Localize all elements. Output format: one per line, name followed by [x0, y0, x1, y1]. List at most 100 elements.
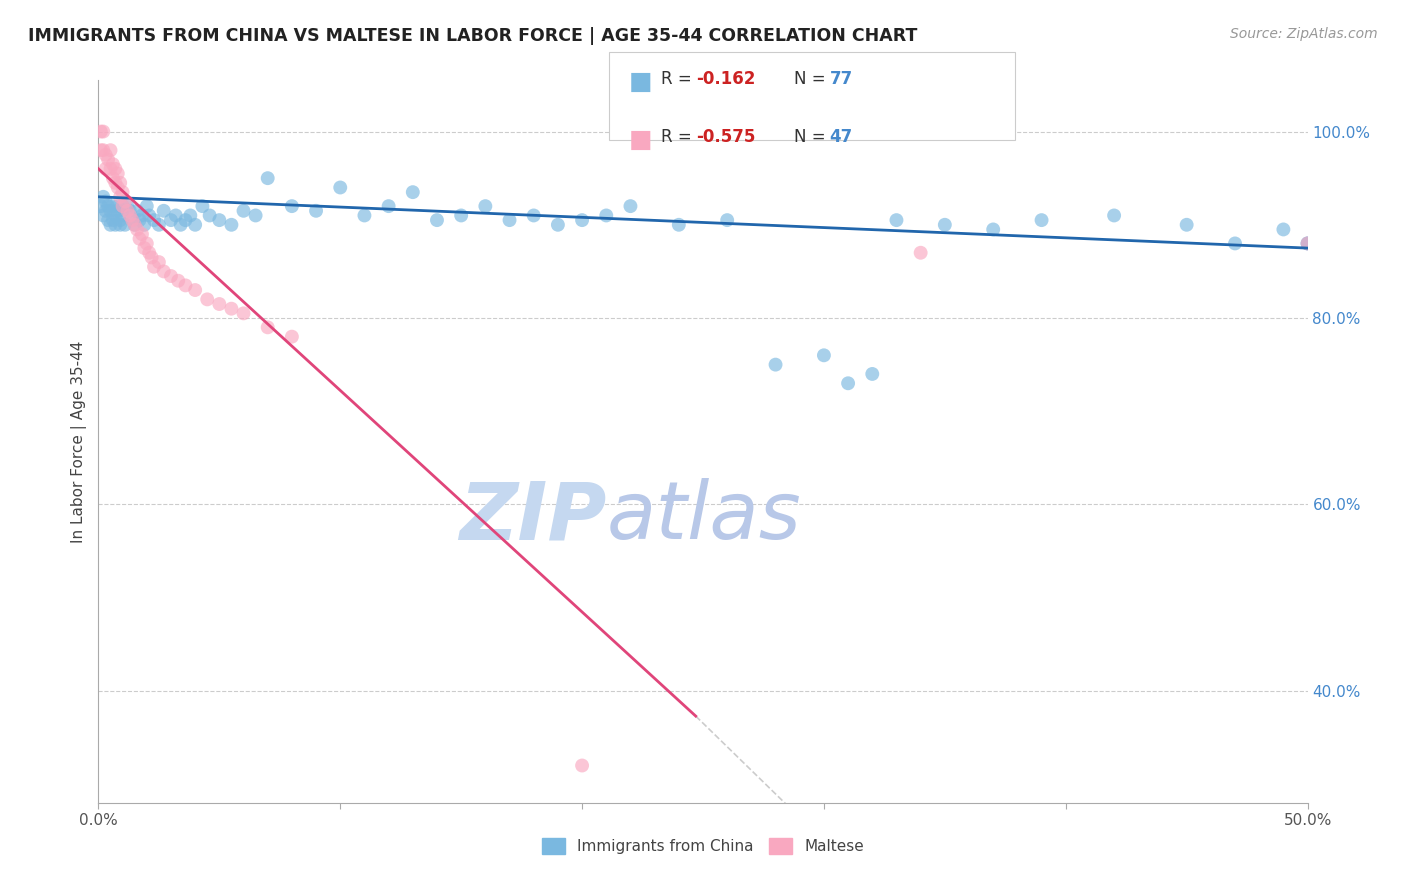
Point [160, 268, 183, 283]
Point [108, 190, 131, 204]
Point [765, 358, 787, 372]
Point [377, 199, 399, 213]
Text: IMMIGRANTS FROM CHINA VS MALTESE IN LABOR FORCE | AGE 35-44 CORRELATION CHART: IMMIGRANTS FROM CHINA VS MALTESE IN LABO… [28, 27, 918, 45]
Point [131, 209, 153, 223]
Point [97, 199, 120, 213]
Point [232, 203, 254, 218]
Point [127, 203, 149, 218]
Point [118, 203, 141, 218]
Point [329, 180, 352, 194]
Point [232, 306, 254, 320]
Point [1223, 236, 1246, 251]
Point [426, 213, 449, 227]
Point [353, 209, 375, 223]
Point [595, 209, 617, 223]
Text: -0.162: -0.162 [696, 70, 755, 87]
Point [143, 213, 166, 227]
Point [256, 320, 278, 334]
Point [107, 199, 129, 213]
Point [148, 255, 170, 269]
Point [134, 241, 156, 255]
Text: N =: N = [794, 128, 831, 145]
Point [813, 348, 835, 362]
Point [174, 278, 197, 293]
Point [131, 227, 153, 241]
Text: 77: 77 [830, 70, 853, 87]
Point [165, 209, 187, 223]
Point [1296, 236, 1319, 251]
Point [402, 185, 425, 199]
Point [135, 199, 157, 213]
Point [191, 199, 214, 213]
Legend: Immigrants from China, Maltese: Immigrants from China, Maltese [536, 832, 870, 860]
Point [184, 218, 207, 232]
Point [981, 222, 1004, 236]
Point [94, 194, 117, 209]
Point [91, 124, 114, 138]
Point [195, 293, 218, 307]
Point [256, 171, 278, 186]
Text: ■: ■ [628, 70, 652, 94]
Point [124, 218, 146, 232]
Point [221, 301, 243, 316]
Point [101, 171, 124, 186]
Point [245, 209, 267, 223]
Point [121, 213, 143, 227]
Y-axis label: In Labor Force | Age 35-44: In Labor Force | Age 35-44 [72, 341, 87, 542]
Point [571, 758, 593, 772]
Point [1272, 222, 1295, 236]
Point [619, 199, 641, 213]
Point [1175, 218, 1198, 232]
Point [90, 199, 112, 213]
Text: 47: 47 [830, 128, 853, 145]
Point [474, 199, 496, 213]
Point [141, 251, 163, 265]
Point [108, 213, 131, 227]
Point [108, 218, 131, 232]
Point [90, 124, 112, 138]
Point [1296, 236, 1319, 251]
Point [860, 367, 883, 381]
Point [221, 218, 243, 232]
Point [107, 167, 129, 181]
Point [152, 203, 174, 218]
Point [523, 209, 546, 223]
Text: -0.575: -0.575 [696, 128, 755, 145]
Text: ■: ■ [628, 128, 652, 152]
Point [134, 218, 156, 232]
Point [114, 218, 136, 232]
Point [97, 213, 120, 227]
Point [169, 218, 191, 232]
Point [100, 203, 122, 218]
Point [184, 283, 207, 297]
Point [160, 213, 183, 227]
Point [135, 236, 157, 251]
Point [118, 209, 141, 223]
Point [94, 161, 117, 176]
Point [114, 194, 136, 209]
Point [128, 232, 150, 246]
Point [1102, 209, 1125, 223]
Point [208, 297, 231, 311]
Point [143, 260, 166, 274]
Point [117, 203, 139, 218]
Point [208, 213, 231, 227]
Point [101, 199, 124, 213]
Text: Source: ZipAtlas.com: Source: ZipAtlas.com [1230, 27, 1378, 41]
Point [94, 203, 117, 218]
Point [179, 209, 201, 223]
Point [111, 199, 134, 213]
Point [167, 274, 190, 288]
Point [1296, 236, 1319, 251]
Point [94, 148, 117, 162]
Point [305, 203, 328, 218]
Point [117, 199, 139, 213]
Text: ZIP: ZIP [458, 478, 606, 557]
Point [281, 199, 304, 213]
Text: N =: N = [794, 70, 831, 87]
Point [450, 209, 472, 223]
Point [1031, 213, 1053, 227]
Point [101, 213, 124, 227]
Point [97, 153, 120, 167]
Point [571, 213, 593, 227]
